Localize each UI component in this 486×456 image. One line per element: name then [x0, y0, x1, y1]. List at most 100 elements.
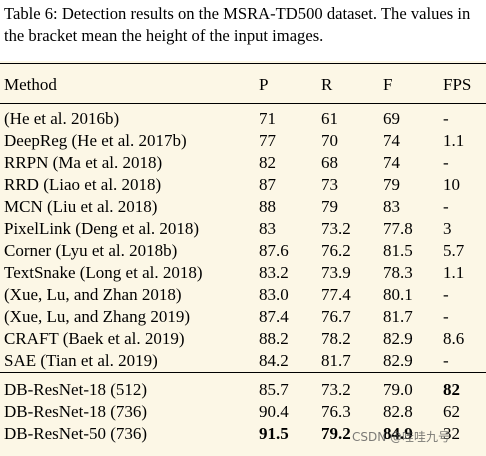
cell-f: 74 — [383, 131, 400, 150]
top-rule — [0, 63, 486, 65]
cell-method: (Xue, Lu, and Zhang 2019) — [4, 307, 191, 326]
cell-fps: - — [443, 307, 449, 326]
cell-method: DB-ResNet-50 (736) — [4, 424, 148, 443]
table-row: RRD (Liao et al. 2018) 87 73 79 10 — [0, 174, 486, 196]
cell-method: DB-ResNet-18 (512) — [4, 380, 148, 399]
cell-method: (He et al. 2016b) — [4, 109, 120, 128]
cell-p: 90.4 — [259, 402, 289, 421]
cell-p: 83.0 — [259, 285, 289, 304]
cell-p: 87 — [259, 175, 276, 194]
header-p: P — [259, 75, 269, 94]
cell-r: 73 — [321, 175, 338, 194]
cell-p: 77 — [259, 131, 276, 150]
cell-method: PixelLink (Deng et al. 2018) — [4, 219, 199, 238]
table-row: (Xue, Lu, and Zhan 2018) 83.0 77.4 80.1 … — [0, 284, 486, 306]
header-fps: FPS — [443, 75, 472, 94]
table-row: Corner (Lyu et al. 2018b) 87.6 76.2 81.5… — [0, 240, 486, 262]
header-r: R — [321, 75, 333, 94]
results-table: Method P R F FPS (He et al. 2016b) 71 61… — [0, 61, 486, 456]
cell-r: 81.7 — [321, 351, 351, 370]
cell-f: 83 — [383, 197, 400, 216]
ours-row: DB-ResNet-50 (736) 91.5 79.2 84.9 32 — [0, 423, 486, 445]
cell-f: 80.1 — [383, 285, 413, 304]
ours-row: DB-ResNet-18 (512) 85.7 73.2 79.0 82 — [0, 379, 486, 401]
cell-fps: 62 — [443, 402, 460, 421]
cell-fps: 1.1 — [443, 263, 465, 282]
cell-p-best: 91.5 — [259, 424, 289, 443]
cell-method: SAE (Tian et al. 2019) — [4, 351, 158, 370]
cell-fps-best: 82 — [443, 380, 460, 399]
cell-p: 87.6 — [259, 241, 289, 260]
cell-p: 88.2 — [259, 329, 289, 348]
cell-fps: - — [443, 285, 449, 304]
cell-method: TextSnake (Long et al. 2018) — [4, 263, 203, 282]
table-row: PixelLink (Deng et al. 2018) 83 73.2 77.… — [0, 218, 486, 240]
cell-r: 61 — [321, 109, 338, 128]
cell-f: 77.8 — [383, 219, 413, 238]
cell-r: 73.9 — [321, 263, 351, 282]
table-row: CRAFT (Baek et al. 2019) 88.2 78.2 82.9 … — [0, 328, 486, 350]
cell-f: 74 — [383, 153, 400, 172]
cell-method: DeepReg (He et al. 2017b) — [4, 131, 187, 150]
table-row: (He et al. 2016b) 71 61 69 - — [0, 108, 486, 130]
header-row: Method P R F FPS — [0, 74, 486, 96]
cell-p: 83.2 — [259, 263, 289, 282]
cell-f: 81.5 — [383, 241, 413, 260]
cell-f: 81.7 — [383, 307, 413, 326]
table-row: RRPN (Ma et al. 2018) 82 68 74 - — [0, 152, 486, 174]
cell-f: 79.0 — [383, 380, 413, 399]
cell-fps: - — [443, 351, 449, 370]
cell-method: DB-ResNet-18 (736) — [4, 402, 148, 421]
cell-method: RRPN (Ma et al. 2018) — [4, 153, 163, 172]
cell-r: 76.3 — [321, 402, 351, 421]
cell-f: 69 — [383, 109, 400, 128]
cell-r: 77.4 — [321, 285, 351, 304]
cell-method: MCN (Liu et al. 2018) — [4, 197, 158, 216]
cell-f: 78.3 — [383, 263, 413, 282]
cell-fps: 8.6 — [443, 329, 465, 348]
header-method: Method — [4, 75, 57, 94]
ours-separator-rule — [0, 372, 486, 373]
cell-f: 82.8 — [383, 402, 413, 421]
cell-p: 82 — [259, 153, 276, 172]
cell-r: 68 — [321, 153, 338, 172]
cell-f: 82.9 — [383, 351, 413, 370]
cell-f: 82.9 — [383, 329, 413, 348]
cell-r: 79 — [321, 197, 338, 216]
cell-r: 76.7 — [321, 307, 351, 326]
cell-method: CRAFT (Baek et al. 2019) — [4, 329, 185, 348]
table-row: DeepReg (He et al. 2017b) 77 70 74 1.1 — [0, 130, 486, 152]
cell-method: (Xue, Lu, and Zhan 2018) — [4, 285, 182, 304]
cell-r: 70 — [321, 131, 338, 150]
table-row: TextSnake (Long et al. 2018) 83.2 73.9 7… — [0, 262, 486, 284]
cell-fps: - — [443, 197, 449, 216]
cell-fps: 10 — [443, 175, 460, 194]
cell-r-best: 79.2 — [321, 424, 351, 443]
cell-r: 78.2 — [321, 329, 351, 348]
cell-p: 71 — [259, 109, 276, 128]
cell-fps: 32 — [443, 424, 460, 443]
table-row: SAE (Tian et al. 2019) 84.2 81.7 82.9 - — [0, 350, 486, 372]
cell-r: 73.2 — [321, 380, 351, 399]
cell-f: 79 — [383, 175, 400, 194]
cell-r: 73.2 — [321, 219, 351, 238]
cell-p: 84.2 — [259, 351, 289, 370]
cell-fps: 3 — [443, 219, 452, 238]
header-f: F — [383, 75, 393, 94]
cell-p: 88 — [259, 197, 276, 216]
cell-p: 87.4 — [259, 307, 289, 326]
csdn-watermark: CSDN @哇哇九号 — [352, 430, 451, 444]
cell-p: 85.7 — [259, 380, 289, 399]
cell-fps: 5.7 — [443, 241, 465, 260]
table-row: MCN (Liu et al. 2018) 88 79 83 - — [0, 196, 486, 218]
cell-fps: - — [443, 153, 449, 172]
cell-method: RRD (Liao et al. 2018) — [4, 175, 162, 194]
table-caption: Table 6: Detection results on the MSRA-T… — [4, 4, 471, 45]
table-row: (Xue, Lu, and Zhang 2019) 87.4 76.7 81.7… — [0, 306, 486, 328]
cell-p: 83 — [259, 219, 276, 238]
header-rule — [0, 103, 486, 104]
ours-row: DB-ResNet-18 (736) 90.4 76.3 82.8 62 — [0, 401, 486, 423]
cell-method: Corner (Lyu et al. 2018b) — [4, 241, 178, 260]
cell-fps: 1.1 — [443, 131, 465, 150]
